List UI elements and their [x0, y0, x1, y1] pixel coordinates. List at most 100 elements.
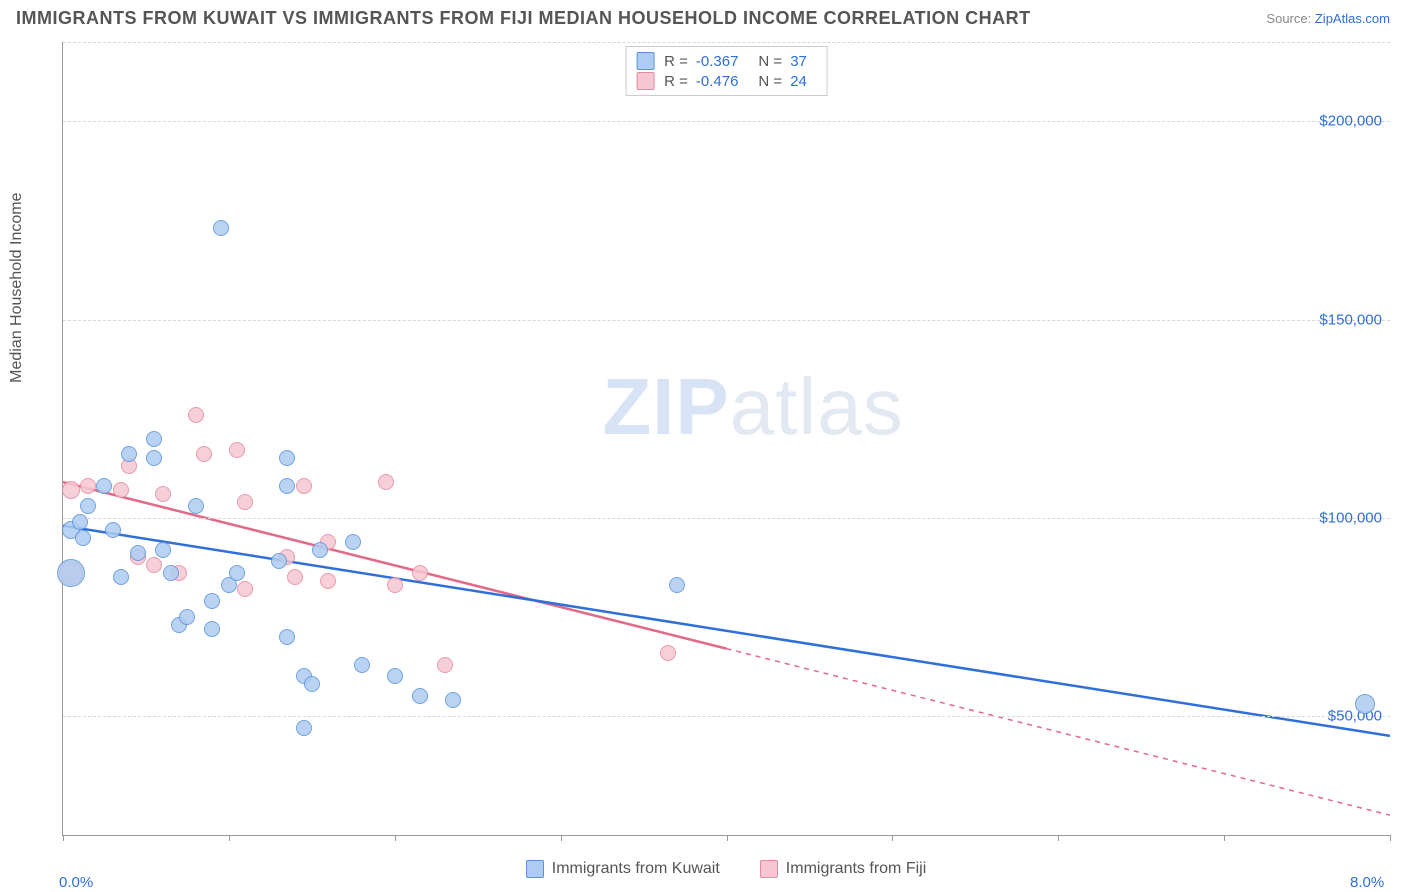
r-value: -0.367 [696, 53, 739, 70]
datapoint-kuwait [412, 688, 428, 704]
datapoint-fiji [320, 573, 336, 589]
legend-label: Immigrants from Kuwait [552, 860, 720, 878]
datapoint-fiji [437, 657, 453, 673]
swatch-fiji [636, 72, 654, 90]
datapoint-kuwait [121, 446, 137, 462]
datapoint-kuwait [146, 431, 162, 447]
legend-label: Immigrants from Fiji [786, 860, 926, 878]
x-tick [561, 835, 562, 841]
gridline [63, 716, 1390, 717]
datapoint-fiji [196, 446, 212, 462]
datapoint-fiji [378, 474, 394, 490]
datapoint-kuwait [445, 692, 461, 708]
datapoint-kuwait [312, 542, 328, 558]
plot-region: ZIPatlas R =-0.367N =37R =-0.476N =24 $5… [62, 42, 1390, 836]
datapoint-kuwait [229, 565, 245, 581]
stats-row-kuwait: R = -0.367 N = 37 [636, 51, 817, 71]
trendline-fiji [63, 482, 727, 649]
trendline-fiji-dashed [727, 649, 1391, 816]
gridline [63, 518, 1390, 519]
datapoint-kuwait [130, 545, 146, 561]
x-tick [395, 835, 396, 841]
datapoint-kuwait [188, 498, 204, 514]
datapoint-kuwait [96, 478, 112, 494]
datapoint-kuwait [279, 450, 295, 466]
header: IMMIGRANTS FROM KUWAIT VS IMMIGRANTS FRO… [0, 0, 1406, 33]
datapoint-fiji [80, 478, 96, 494]
r-label: R = [664, 53, 688, 70]
datapoint-kuwait [279, 629, 295, 645]
datapoint-fiji [237, 581, 253, 597]
datapoint-fiji [412, 565, 428, 581]
datapoint-fiji [296, 478, 312, 494]
r-label: R = [664, 73, 688, 90]
datapoint-kuwait [279, 478, 295, 494]
datapoint-fiji [287, 569, 303, 585]
y-tick-label: $100,000 [1319, 509, 1382, 526]
datapoint-fiji [146, 557, 162, 573]
datapoint-kuwait [105, 522, 121, 538]
datapoint-fiji [155, 486, 171, 502]
trendline-kuwait [63, 526, 1390, 736]
x-tick [727, 835, 728, 841]
datapoint-kuwait [354, 657, 370, 673]
datapoint-kuwait [57, 559, 85, 587]
x-tick [1390, 835, 1391, 841]
y-tick-label: $150,000 [1319, 311, 1382, 328]
n-value: 24 [790, 73, 807, 90]
datapoint-kuwait [387, 668, 403, 684]
swatch-kuwait [526, 860, 544, 878]
y-tick-label: $200,000 [1319, 113, 1382, 130]
source-link[interactable]: ZipAtlas.com [1315, 11, 1390, 26]
n-label: N = [758, 53, 782, 70]
datapoint-kuwait [345, 534, 361, 550]
datapoint-kuwait [163, 565, 179, 581]
x-tick [892, 835, 893, 841]
r-value: -0.476 [696, 73, 739, 90]
swatch-kuwait [636, 52, 654, 70]
datapoint-kuwait [146, 450, 162, 466]
datapoint-kuwait [1355, 694, 1375, 714]
x-tick [63, 835, 64, 841]
datapoint-fiji [237, 494, 253, 510]
datapoint-kuwait [304, 676, 320, 692]
chart-area: Median Household Income ZIPatlas R =-0.3… [16, 42, 1390, 876]
datapoint-kuwait [213, 220, 229, 236]
datapoint-fiji [387, 577, 403, 593]
datapoint-fiji [188, 407, 204, 423]
legend: Immigrants from Kuwait Immigrants from Fi… [62, 860, 1390, 878]
datapoint-kuwait [271, 553, 287, 569]
gridline [63, 320, 1390, 321]
datapoint-kuwait [296, 720, 312, 736]
legend-item-fiji: Immigrants from Fiji [760, 860, 926, 878]
gridline [63, 121, 1390, 122]
datapoint-fiji [660, 645, 676, 661]
stats-row-fiji: R = -0.476 N = 24 [636, 71, 817, 91]
datapoint-fiji [113, 482, 129, 498]
gridline [63, 42, 1390, 43]
source-label: Source: [1266, 11, 1311, 26]
x-tick [1224, 835, 1225, 841]
datapoint-kuwait [72, 514, 88, 530]
x-tick [1058, 835, 1059, 841]
datapoint-kuwait [179, 609, 195, 625]
datapoint-fiji [229, 442, 245, 458]
n-value: 37 [790, 53, 807, 70]
y-axis-label: Median Household Income [8, 193, 26, 383]
y-tick-label: $50,000 [1328, 708, 1382, 725]
correlation-stats-box: R = -0.367 N = 37 R = -0.476 N = 24 [625, 46, 828, 96]
datapoint-fiji [62, 481, 80, 499]
source-attribution: Source: ZipAtlas.com [1266, 11, 1390, 26]
chart-title: IMMIGRANTS FROM KUWAIT VS IMMIGRANTS FRO… [16, 8, 1031, 29]
x-tick [229, 835, 230, 841]
legend-item-kuwait: Immigrants from Kuwait [526, 860, 720, 878]
datapoint-kuwait [155, 542, 171, 558]
datapoint-kuwait [204, 593, 220, 609]
datapoint-kuwait [669, 577, 685, 593]
datapoint-kuwait [113, 569, 129, 585]
swatch-fiji [760, 860, 778, 878]
datapoint-kuwait [204, 621, 220, 637]
n-label: N = [758, 73, 782, 90]
datapoint-kuwait [80, 498, 96, 514]
datapoint-kuwait [75, 530, 91, 546]
